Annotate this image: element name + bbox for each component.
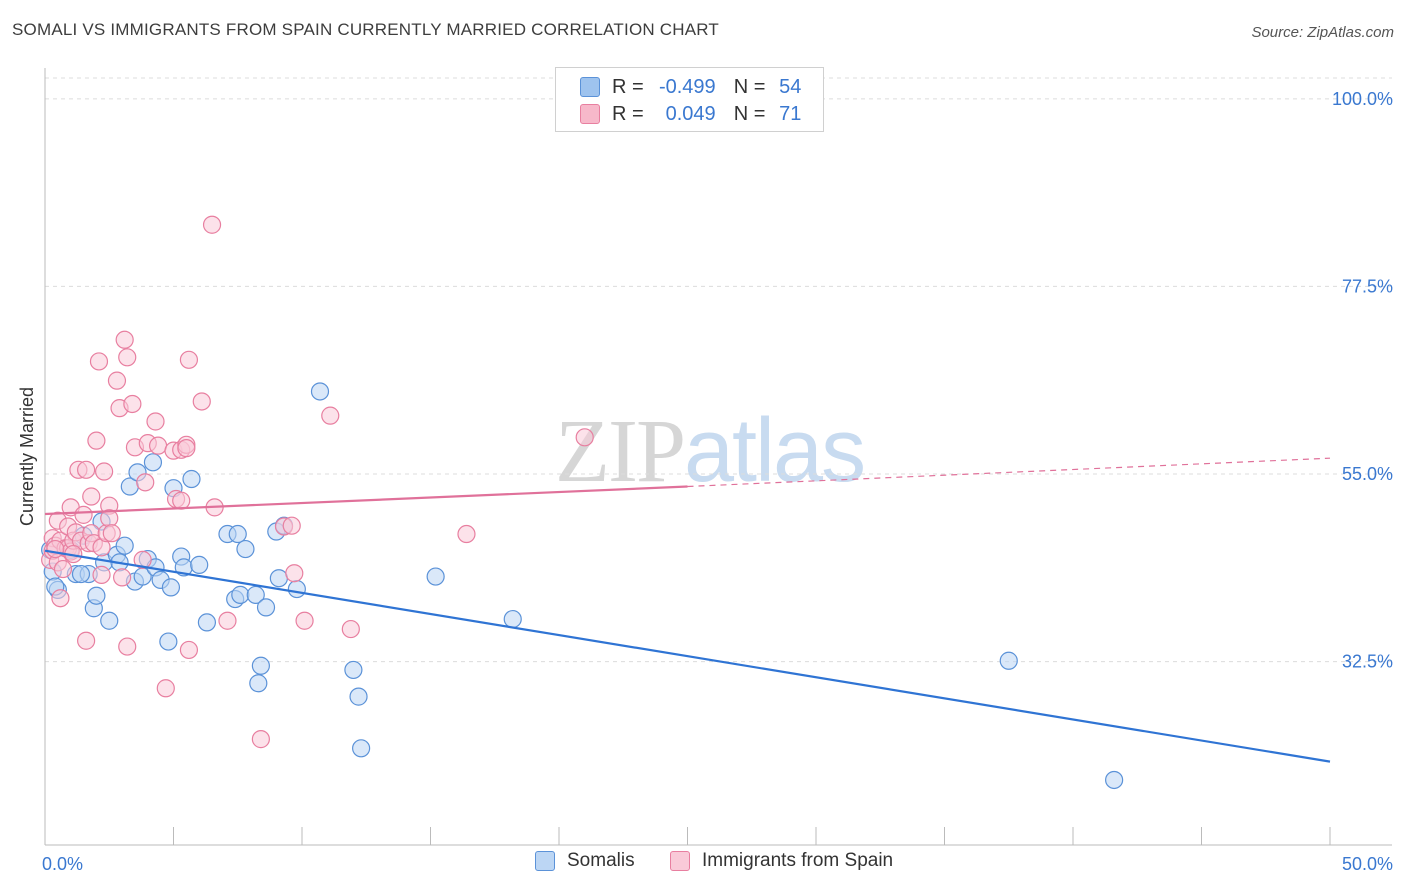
spain-point xyxy=(95,462,114,481)
y-axis-title: Currently Married xyxy=(17,387,37,526)
somalis-point xyxy=(999,651,1018,670)
spain-point xyxy=(133,550,152,569)
somalis-point xyxy=(249,674,268,693)
somalis-point xyxy=(190,555,209,574)
spain-point xyxy=(202,215,222,234)
somalis-point xyxy=(161,578,181,597)
somalis-point xyxy=(87,586,106,605)
legend-n-value: 54 xyxy=(779,75,802,98)
spain-point xyxy=(172,491,191,510)
somalis-point xyxy=(197,613,217,632)
spain-point xyxy=(123,394,142,414)
spain-point xyxy=(321,406,340,425)
somalis-point xyxy=(310,382,330,401)
spain-point xyxy=(77,631,96,650)
spain-point xyxy=(92,565,111,584)
somalis-point xyxy=(115,536,134,555)
somalis-point xyxy=(269,569,288,588)
y-tick-label: 55.0% xyxy=(1342,464,1393,484)
spain-point xyxy=(251,730,270,749)
source-label: Source: ZipAtlas.com xyxy=(1251,24,1394,41)
legend-n-label: N = xyxy=(733,102,766,125)
somalis-point xyxy=(352,739,371,758)
legend-row-somalis: R = -0.499 N = 54 xyxy=(556,73,801,101)
somalis-trend-line xyxy=(44,549,1331,763)
correlation-legend: R = -0.499 N = 54 R = 0.049 N = 71 xyxy=(555,67,824,132)
legend-r-label: R = xyxy=(612,102,644,125)
y-tick-label: 32.5% xyxy=(1342,652,1393,672)
somalis-point xyxy=(256,598,276,617)
legend-r-value: 0.049 xyxy=(665,102,716,125)
somalis-point xyxy=(344,660,363,680)
spain-point xyxy=(179,350,199,369)
spain-point xyxy=(118,637,137,656)
bottom-legend-label-spain: Immigrants from Spain xyxy=(702,850,894,871)
legend-n-value: 71 xyxy=(779,102,802,125)
somalis-point xyxy=(159,632,178,651)
x-tick-label: 50.0% xyxy=(1342,854,1393,874)
spain-point xyxy=(115,330,134,349)
legend-swatch-spain xyxy=(580,104,600,124)
spain-point xyxy=(74,505,93,524)
legend-swatch-somalis xyxy=(580,77,600,97)
spain-point xyxy=(89,352,109,371)
somalis-point xyxy=(182,469,201,489)
bottom-legend-swatch-somalis xyxy=(535,851,555,871)
spain-point xyxy=(177,439,196,458)
legend-row-spain: R = 0.049 N = 71 xyxy=(556,100,801,128)
spain-point xyxy=(282,516,301,535)
somalis-point xyxy=(236,539,255,559)
spain-point xyxy=(575,428,594,447)
somalis-point xyxy=(231,585,250,604)
y-tick-label: 100.0% xyxy=(1332,89,1393,109)
spain-point xyxy=(53,559,73,579)
spain-point xyxy=(285,564,304,583)
spain-point xyxy=(341,619,360,639)
watermark-zip: ZIP xyxy=(555,402,686,501)
spain-point xyxy=(102,524,121,543)
spain-point xyxy=(118,348,137,367)
y-tick-label: 77.5% xyxy=(1342,276,1393,296)
somalis-point xyxy=(503,609,522,629)
somalis-point xyxy=(143,453,163,472)
spain-point xyxy=(77,460,96,479)
spain-point xyxy=(295,611,314,630)
somalis-point xyxy=(287,579,306,599)
legend-n-label: N = xyxy=(733,75,766,98)
spain-point xyxy=(179,640,199,660)
spain-point xyxy=(112,568,132,587)
spain-point xyxy=(82,487,101,506)
somalis-point xyxy=(349,687,368,706)
spain-point xyxy=(192,392,211,411)
watermark-atlas: atlas xyxy=(684,401,866,501)
spain-point xyxy=(87,431,106,450)
chart-title: SOMALI VS IMMIGRANTS FROM SPAIN CURRENTL… xyxy=(12,20,720,39)
spain-trend-line-dashed xyxy=(687,457,1331,488)
x-tick-label: 0.0% xyxy=(42,854,83,874)
spain-point xyxy=(107,371,127,390)
spain-trend-line xyxy=(44,485,688,516)
spain-point xyxy=(136,473,155,492)
somalis-point xyxy=(426,567,445,586)
spain-point xyxy=(148,436,168,455)
bottom-legend-swatch-spain xyxy=(670,851,690,871)
somalis-point xyxy=(251,656,270,675)
legend-r-label: R = xyxy=(612,75,644,98)
somalis-point xyxy=(100,611,119,630)
spain-point xyxy=(156,679,175,698)
spain-point xyxy=(457,524,476,544)
spain-point xyxy=(146,412,165,431)
spain-point xyxy=(46,539,65,559)
bottom-legend-somalis: Somalis xyxy=(535,850,635,872)
somalis-point xyxy=(71,564,91,584)
spain-point xyxy=(218,611,237,630)
spain-point xyxy=(51,589,70,608)
bottom-legend-label-somalis: Somalis xyxy=(567,850,635,871)
somalis-point xyxy=(1105,770,1124,790)
somalis-point xyxy=(228,524,247,544)
watermark: ZIPatlas xyxy=(555,400,866,503)
bottom-legend-spain: Immigrants from Spain xyxy=(670,850,893,872)
legend-r-value: -0.499 xyxy=(658,75,716,98)
